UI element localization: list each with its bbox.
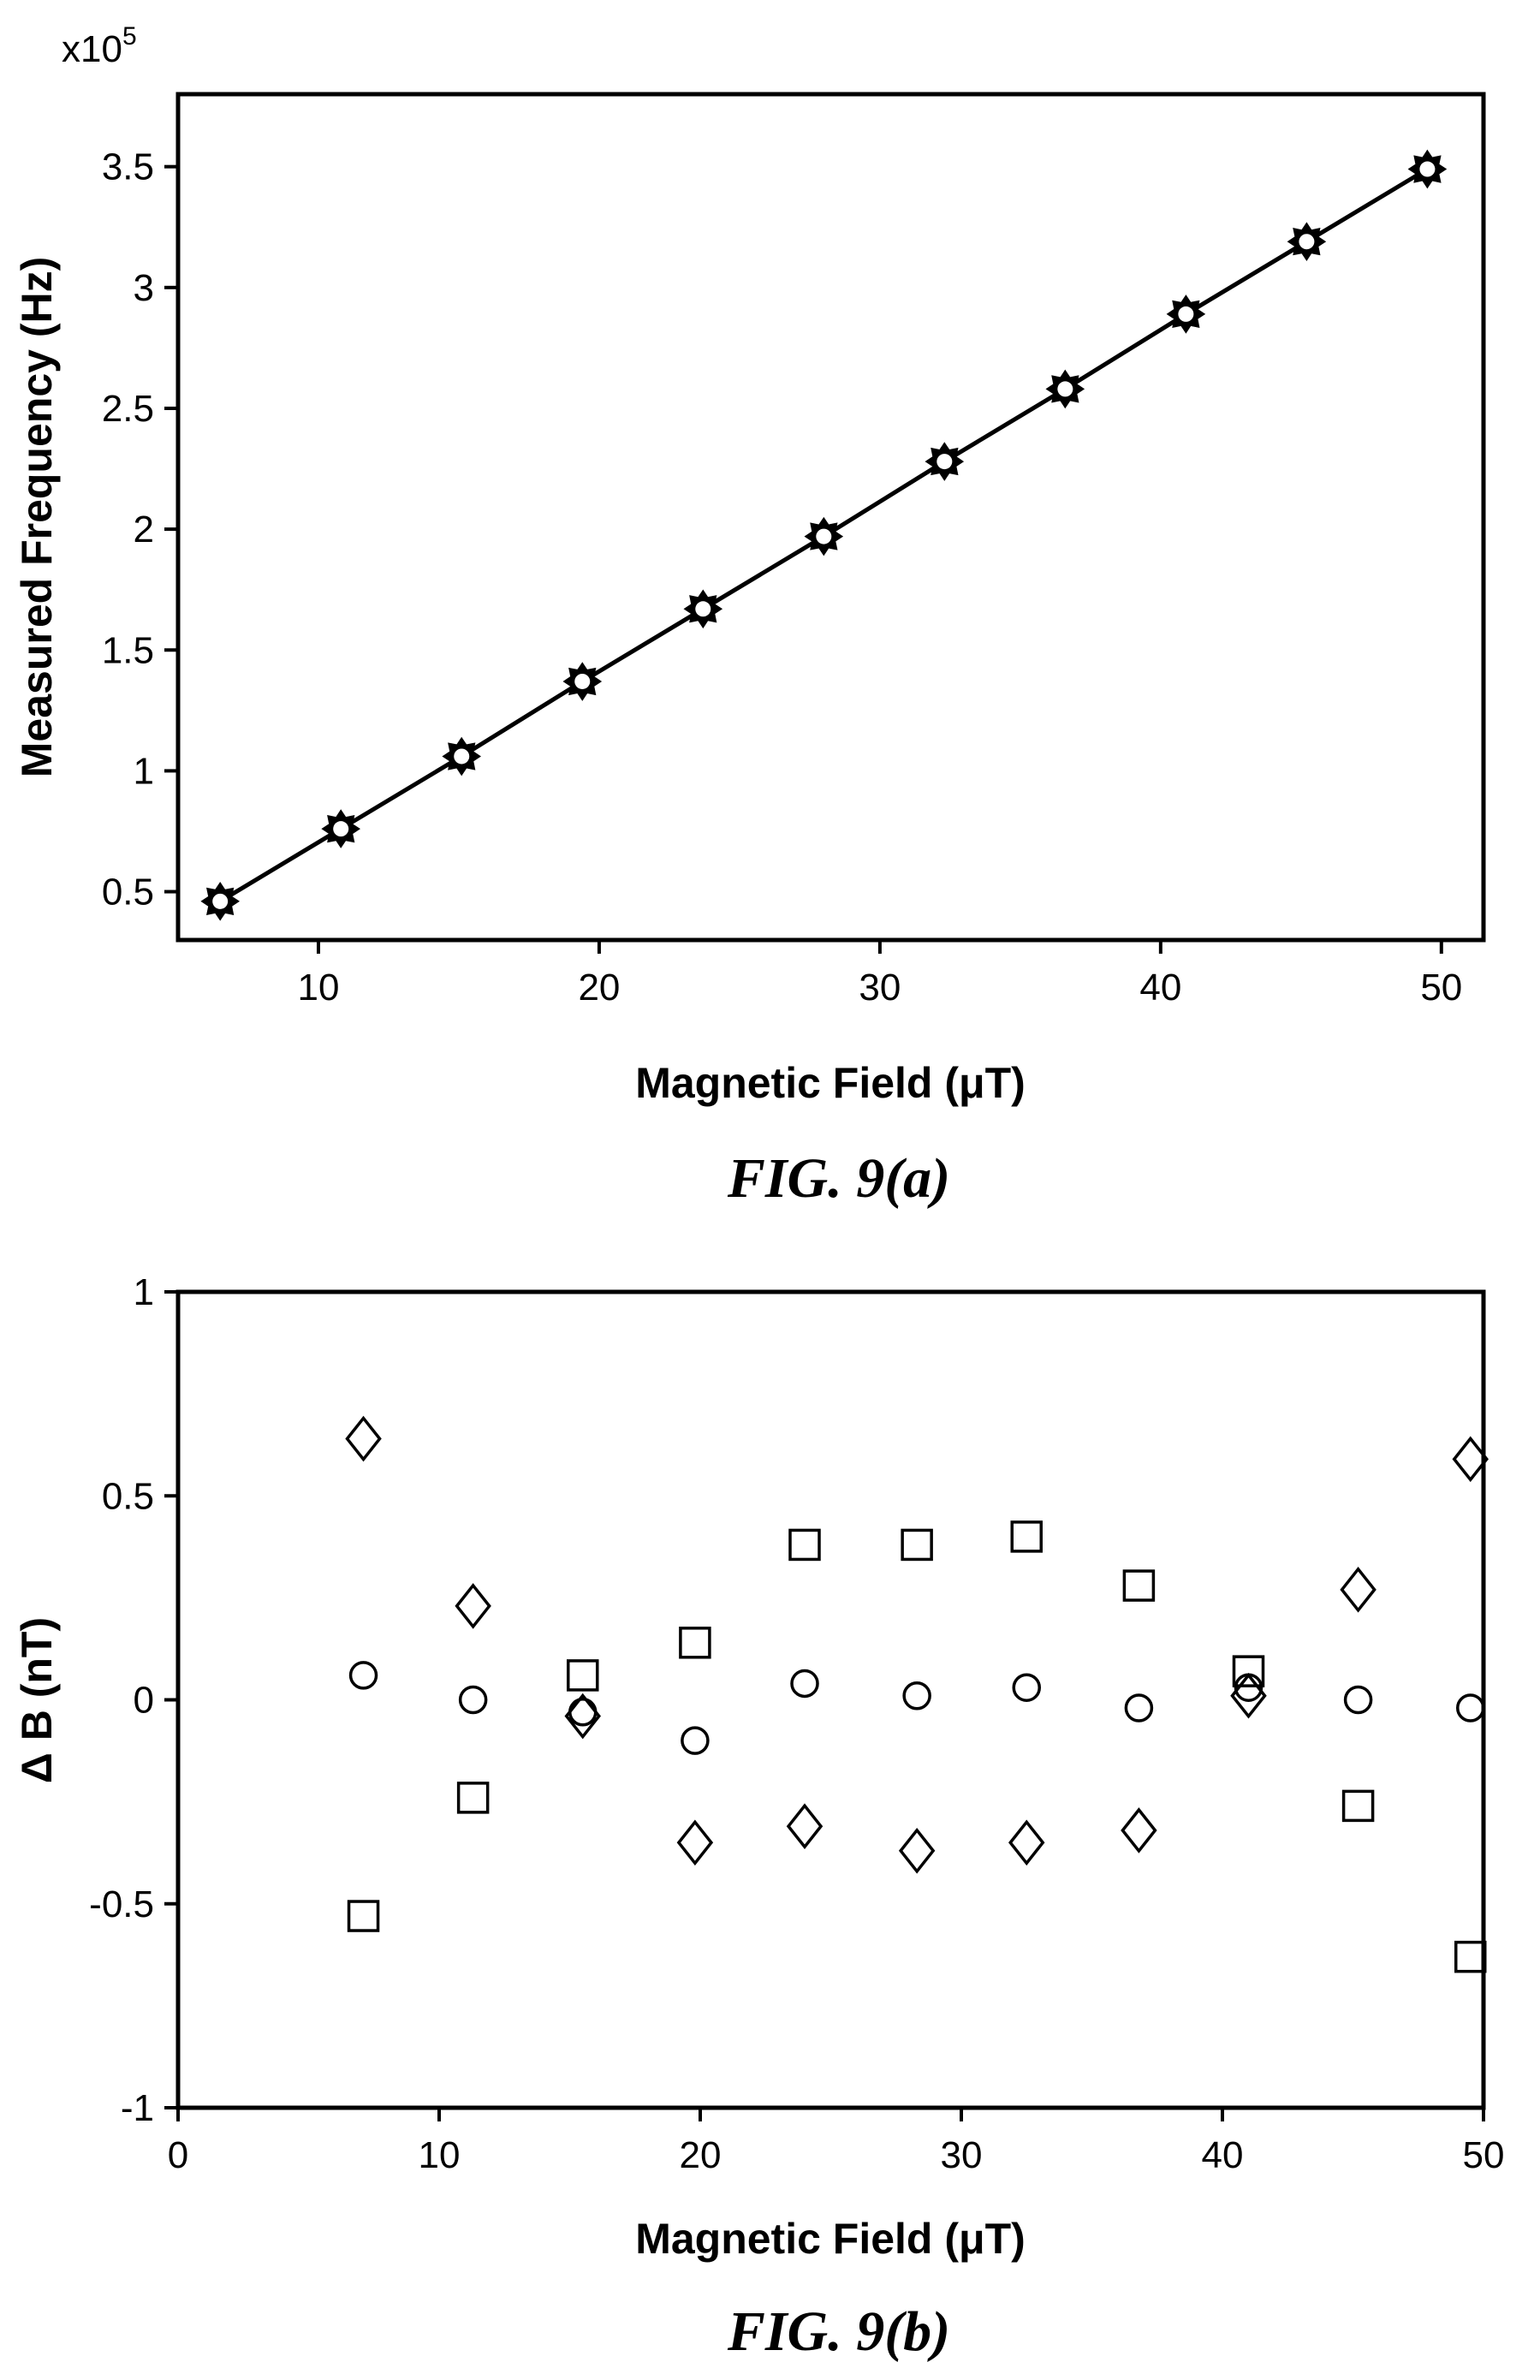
- y-tick-label-9a: 2: [134, 509, 154, 550]
- square-marker: [788, 1528, 821, 1562]
- data-point: [1407, 149, 1448, 189]
- circle-marker: [902, 1681, 931, 1711]
- data-point: [683, 589, 723, 629]
- y-tick-label-9b: -1: [121, 2087, 154, 2129]
- x-tick-label-9b: 40: [1202, 2134, 1244, 2176]
- y-axis-title-9b: Δ B (nT): [13, 1617, 61, 1783]
- y-tick-label-9a: 3.5: [102, 146, 154, 188]
- square-marker: [679, 1627, 711, 1659]
- square-marker: [456, 1782, 490, 1814]
- x-axis-title-9a: Magnetic Field (μT): [635, 1059, 1026, 1107]
- data-point: [200, 881, 241, 921]
- chart-9b: -1 -0.5 0 0.5 1 0 10 20 30 40 50 Δ B (nT) Magneti…: [13, 1271, 1504, 2363]
- square-marker: [1232, 1655, 1265, 1687]
- diamond-marker: [345, 1415, 382, 1462]
- square-marker: [901, 1528, 933, 1562]
- x-tick-label-9a: 50: [1420, 967, 1462, 1009]
- diamond-marker: [564, 1693, 601, 1740]
- circle-marker: [790, 1669, 819, 1699]
- y-tick-label-9a: 0.5: [102, 872, 154, 913]
- figure-caption-9b: FIG. 9(b): [727, 2300, 950, 2363]
- x-tick-label-9b: 20: [680, 2134, 722, 2176]
- square-marker: [567, 1659, 599, 1692]
- x-tick-label-9a: 40: [1139, 967, 1181, 1009]
- x-axis-title-9b: Magnetic Field (μT): [635, 2215, 1026, 2263]
- y-tick-label-9a: 1.5: [102, 629, 154, 671]
- data-point: [562, 662, 603, 701]
- circle-marker: [1124, 1693, 1154, 1723]
- diamond-marker: [1121, 1807, 1157, 1853]
- y-tick-label-9b: 0: [134, 1680, 154, 1722]
- diamond-marker: [455, 1583, 491, 1629]
- circle-marker: [348, 1661, 378, 1690]
- circle-marker: [1343, 1685, 1373, 1715]
- x-tick-label-9b: 50: [1463, 2134, 1505, 2176]
- diamond-marker: [1008, 1819, 1045, 1866]
- square-marker: [1341, 1789, 1375, 1823]
- diamond-marker: [1230, 1672, 1267, 1719]
- data-point: [1166, 295, 1206, 334]
- figure-caption-9a: FIG. 9(a): [727, 1147, 950, 1210]
- y-axis-9a: 0.5 1 1.5 2 2.5 3 3.5: [102, 146, 178, 913]
- y-tick-label-9b: 0.5: [102, 1475, 154, 1517]
- x-tick-label-9b: 10: [419, 2134, 461, 2176]
- series-points-9b: [345, 1415, 1489, 1973]
- chart-9a: 0.5 1 1.5 2 2.5 3 3.5 10 20 30 40 50 x105 Measured…: [13, 22, 1486, 1210]
- x-tick-label-9a: 10: [298, 967, 340, 1009]
- data-point: [1045, 369, 1085, 409]
- series-points-9a: [200, 149, 1448, 921]
- y-tick-label-9a: 1: [134, 750, 154, 792]
- square-marker: [1122, 1569, 1156, 1602]
- x-tick-label-9b: 0: [168, 2134, 188, 2176]
- circle-marker: [681, 1726, 710, 1755]
- circle-marker: [1012, 1673, 1041, 1702]
- circle-marker: [1234, 1673, 1264, 1702]
- x-tick-label-9b: 30: [941, 2134, 983, 2176]
- y-tick-label-9a: 2.5: [102, 388, 154, 430]
- y-axis-9b: -1 -0.5 0 0.5 1: [89, 1271, 178, 2129]
- data-point: [925, 442, 965, 481]
- square-marker: [347, 1900, 380, 1932]
- square-marker: [1454, 1940, 1487, 1973]
- x-tick-label-9a: 30: [859, 967, 901, 1009]
- y-multiplier-label-9a: x105: [62, 22, 137, 70]
- x-axis-9a: 10 20 30 40 50: [298, 940, 1462, 1009]
- y-axis-title-9a: Measured Frequency (Hz): [13, 257, 61, 777]
- y-tick-label-9b: -0.5: [89, 1883, 154, 1925]
- y-tick-label-9b: 1: [134, 1271, 154, 1313]
- plot-frame-9b: [175, 1289, 1486, 2110]
- circle-marker: [458, 1685, 488, 1715]
- x-tick-label-9a: 20: [578, 967, 620, 1009]
- x-axis-9b: 0 10 20 30 40 50: [168, 2108, 1505, 2176]
- circle-marker: [1456, 1693, 1485, 1723]
- diamond-marker: [1340, 1567, 1376, 1613]
- data-point: [804, 516, 844, 556]
- data-point: [442, 736, 481, 776]
- plot-frame-9a: [175, 92, 1486, 943]
- y-tick-label-9a: 3: [134, 267, 154, 309]
- diamond-marker: [676, 1819, 714, 1866]
- diamond-marker: [898, 1827, 936, 1874]
- data-point: [1287, 222, 1327, 262]
- diamond-marker: [786, 1803, 824, 1850]
- square-marker: [1010, 1520, 1043, 1553]
- diamond-marker: [1452, 1436, 1489, 1483]
- circle-marker: [568, 1698, 598, 1727]
- data-point: [321, 809, 361, 848]
